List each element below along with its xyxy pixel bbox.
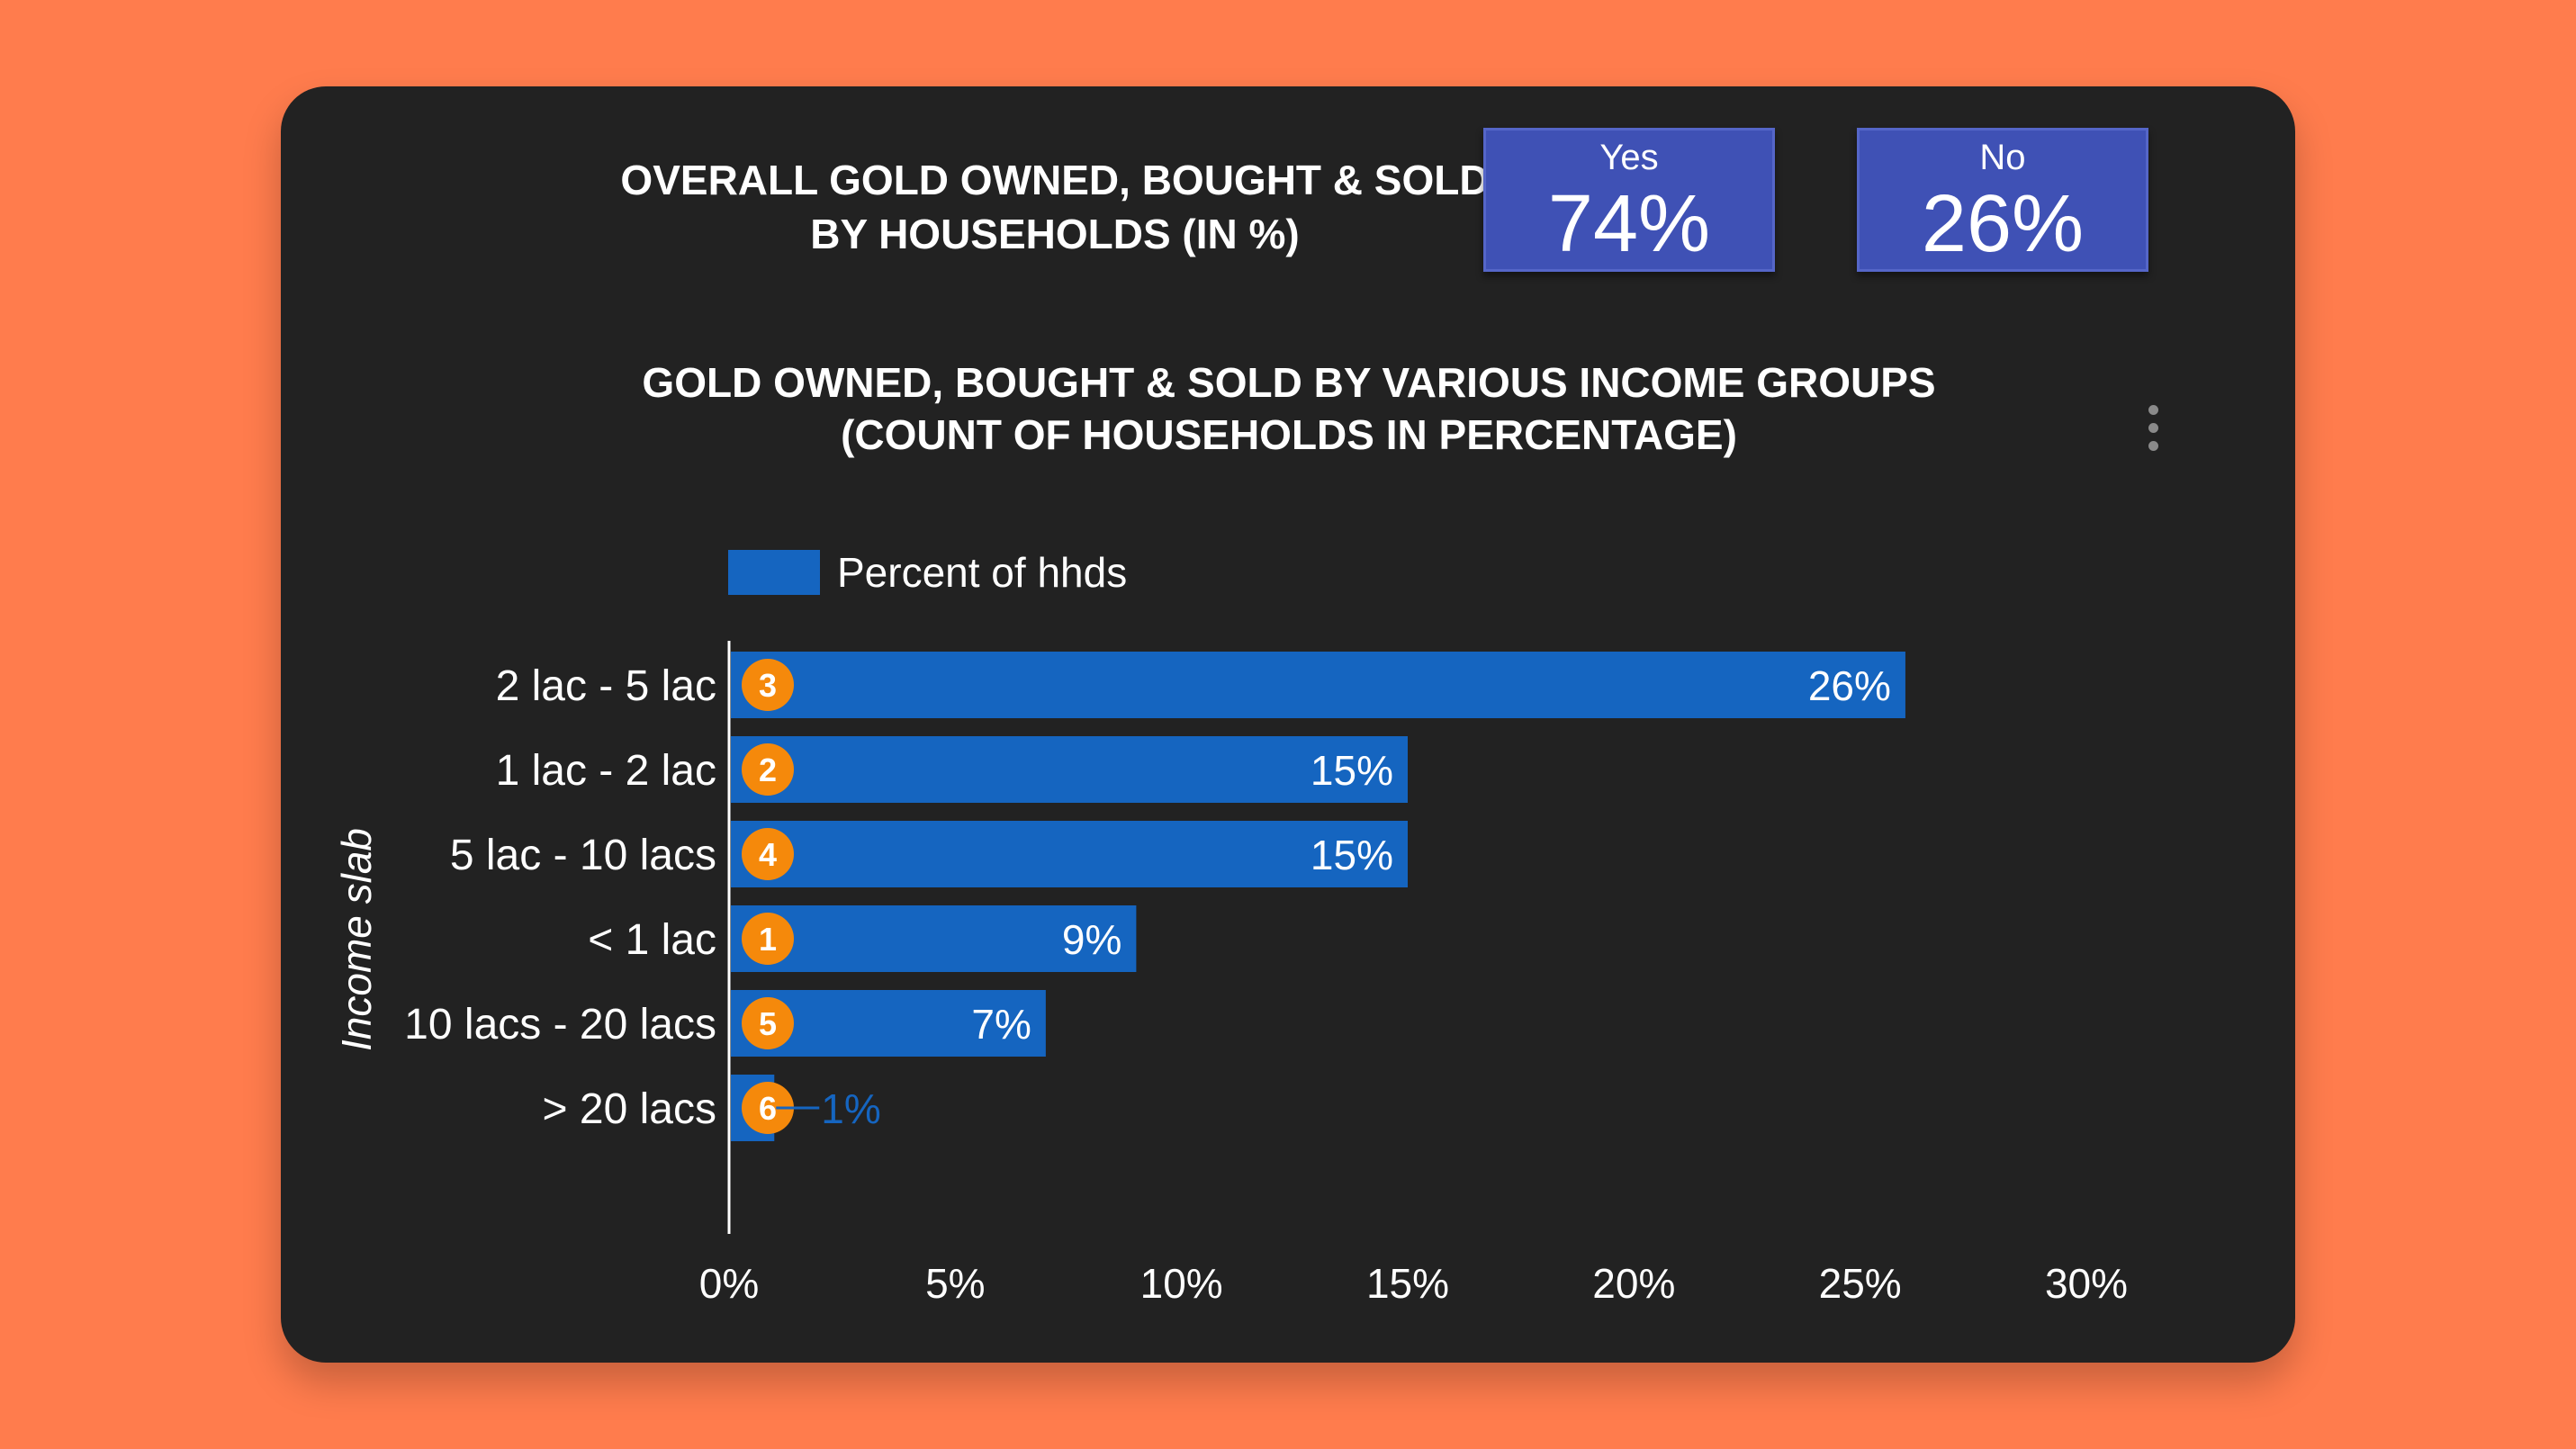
rank-badge-number: 5 bbox=[759, 1005, 777, 1042]
kpi-no-scorecard: No 26% bbox=[1857, 128, 2148, 272]
rank-badge bbox=[742, 1082, 794, 1134]
x-tick-label: 10% bbox=[1140, 1260, 1223, 1307]
value-label: 1% bbox=[821, 1085, 880, 1132]
rank-badge bbox=[742, 913, 794, 965]
dashboard-card: OVERALL GOLD OWNED, BOUGHT & SOLD BY HOU… bbox=[281, 86, 2295, 1363]
kpi-no-label: No bbox=[1979, 138, 2026, 177]
rank-badge bbox=[742, 828, 794, 880]
rank-badge-number: 2 bbox=[759, 752, 777, 788]
kpi-yes-value: 74% bbox=[1547, 179, 1711, 269]
value-label: 7% bbox=[971, 1001, 1031, 1048]
x-tick-label: 15% bbox=[1366, 1260, 1449, 1307]
category-label: > 20 lacs bbox=[543, 1085, 716, 1133]
x-tick-label: 0% bbox=[699, 1260, 759, 1307]
overall-title-line2: BY HOUSEHOLDS (IN %) bbox=[810, 211, 1300, 257]
kpi-yes-scorecard: Yes 74% bbox=[1483, 128, 1775, 272]
kpi-no-value: 26% bbox=[1921, 179, 2085, 269]
bar bbox=[731, 652, 1905, 718]
value-label: 15% bbox=[1311, 832, 1393, 878]
rank-badge-number: 3 bbox=[759, 667, 777, 704]
rank-badge bbox=[742, 997, 794, 1049]
overall-title: OVERALL GOLD OWNED, BOUGHT & SOLD BY HOU… bbox=[425, 153, 1685, 261]
x-tick-label: 20% bbox=[1592, 1260, 1675, 1307]
chart-title: GOLD OWNED, BOUGHT & SOLD BY VARIOUS INC… bbox=[461, 356, 2117, 461]
rank-badge-number: 4 bbox=[759, 836, 777, 873]
x-tick-label: 30% bbox=[2045, 1260, 2128, 1307]
rank-badge-number: 6 bbox=[759, 1090, 777, 1127]
value-label: 9% bbox=[1062, 916, 1121, 963]
bar bbox=[731, 736, 1408, 803]
category-label: 1 lac - 2 lac bbox=[496, 747, 716, 795]
rank-badge-number: 1 bbox=[759, 921, 777, 958]
category-label: < 1 lac bbox=[588, 916, 716, 964]
chart-title-line2: (COUNT OF HOUSEHOLDS IN PERCENTAGE) bbox=[841, 411, 1737, 458]
income-bar-chart: Percent of hhds Income slab 2 lac - 5 lac 3… bbox=[333, 549, 2128, 1307]
rank-badge bbox=[742, 743, 794, 796]
category-label: 10 lacs - 20 lacs bbox=[404, 1001, 716, 1048]
bar bbox=[731, 905, 1137, 972]
chart-title-line1: GOLD OWNED, BOUGHT & SOLD BY VARIOUS INC… bbox=[642, 359, 1936, 406]
legend-swatch bbox=[728, 550, 820, 595]
kpi-yes-label: Yes bbox=[1599, 138, 1659, 177]
value-label: 26% bbox=[1808, 662, 1891, 709]
y-axis-title: Income slab bbox=[333, 828, 380, 1051]
legend-label: Percent of hhds bbox=[837, 549, 1127, 596]
value-label: 15% bbox=[1311, 747, 1393, 794]
category-label: 2 lac - 5 lac bbox=[496, 662, 716, 710]
x-tick-label: 5% bbox=[925, 1260, 985, 1307]
category-label: 5 lac - 10 lacs bbox=[450, 832, 716, 879]
more-options-icon[interactable] bbox=[2144, 405, 2162, 459]
rank-badge bbox=[742, 659, 794, 711]
bar bbox=[731, 821, 1408, 887]
overall-title-line1: OVERALL GOLD OWNED, BOUGHT & SOLD bbox=[620, 157, 1490, 203]
x-tick-label: 25% bbox=[1819, 1260, 1902, 1307]
